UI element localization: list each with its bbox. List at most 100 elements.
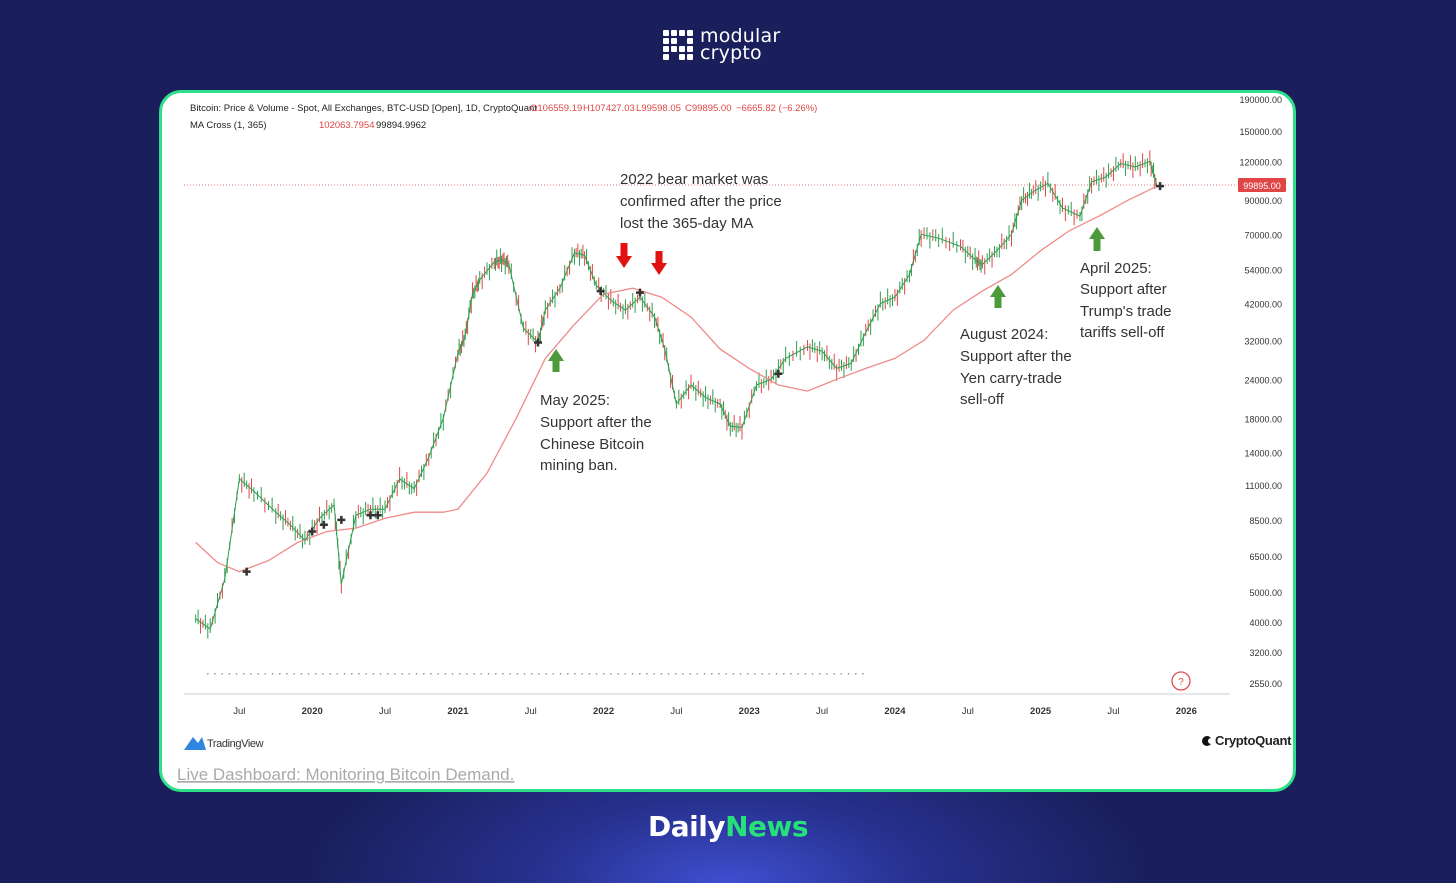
x-tick-label: Jul xyxy=(1107,706,1119,717)
modular-grid-logo-icon xyxy=(663,30,693,60)
ma-cross-marker xyxy=(635,288,644,297)
annotation-august-2024: August 2024: Support after the Yen carry… xyxy=(960,326,1072,408)
volume-dot xyxy=(775,673,778,675)
volume-dot xyxy=(646,673,648,675)
x-axis: Jul 2020 Jul 2021 Jul 2022 Jul 2023 Jul 2024 Jul 20… xyxy=(233,706,1197,717)
dashboard-link[interactable]: Live Dashboard: Monitoring Bitcoin Deman… xyxy=(177,765,514,784)
volume-dot xyxy=(293,673,295,675)
svg-text:Support after: Support after xyxy=(1080,281,1167,298)
volume-dot xyxy=(531,673,533,675)
x-tick-label: 2021 xyxy=(447,706,469,717)
volume-dot xyxy=(819,673,821,675)
volume-dot xyxy=(703,673,706,675)
volume-dot xyxy=(329,673,331,675)
tradingview-logo: TradingView xyxy=(184,737,264,750)
volume-dot xyxy=(754,673,756,675)
volume-dot xyxy=(451,673,454,675)
volume-dot xyxy=(351,673,353,675)
arrow-down-icon xyxy=(651,251,667,275)
volume-dot xyxy=(610,673,612,675)
ma-value-2: 99894.9962 xyxy=(376,120,426,131)
volume-dot xyxy=(567,673,569,675)
y-tick-label: 70000.00 xyxy=(1244,230,1282,240)
volume-dot xyxy=(473,673,475,675)
y-tick-label: 11000.00 xyxy=(1245,481,1282,491)
x-tick-label: Jul xyxy=(816,706,828,717)
volume-dot xyxy=(660,673,663,675)
y-tick-label: 150000.00 xyxy=(1239,127,1282,137)
svg-text:tariffs sell-off: tariffs sell-off xyxy=(1080,324,1165,341)
svg-text:August 2024:: August 2024: xyxy=(960,326,1048,343)
volume-dot xyxy=(459,673,461,675)
volume-dot xyxy=(430,673,432,675)
current-price-badge xyxy=(1238,178,1286,192)
volume-dot xyxy=(516,673,519,675)
volume-dot xyxy=(358,673,360,675)
y-tick-label: 3200.00 xyxy=(1249,648,1282,658)
volume-dot xyxy=(653,673,655,675)
ma-value-1: 102063.7954 xyxy=(319,120,374,131)
y-tick-label: 120000.00 xyxy=(1239,157,1282,167)
volume-dot xyxy=(250,673,252,675)
ma-cross-marker xyxy=(534,338,543,347)
volume-dot xyxy=(264,673,267,675)
ohlc-change: −6665.82 (−6.26%) xyxy=(736,103,817,114)
svg-text:Support after the: Support after the xyxy=(960,348,1072,365)
price-candles xyxy=(195,150,1157,639)
volume-dot xyxy=(826,673,828,675)
x-tick-label: 2020 xyxy=(302,706,323,717)
brand-logo: modular crypto xyxy=(663,27,780,63)
help-icon[interactable]: ? xyxy=(1171,671,1191,691)
arrow-down-icon xyxy=(616,243,632,268)
volume-dot xyxy=(718,673,720,675)
brand-line1: modular xyxy=(700,25,781,47)
volume-dot xyxy=(797,673,799,675)
volume-dot xyxy=(437,673,439,675)
volume-dot xyxy=(509,673,511,675)
ma-cross-marker xyxy=(774,369,783,378)
bitcoin-price-chart: Bitcoin: Price & Volume - Spot, All Exch… xyxy=(177,95,1292,784)
chart-card: Bitcoin: Price & Volume - Spot, All Exch… xyxy=(159,90,1296,792)
arrow-up-icon xyxy=(548,349,564,372)
y-tick-label: 54000.00 xyxy=(1244,265,1282,275)
volume-dot xyxy=(487,673,490,675)
volume-dot xyxy=(624,673,627,675)
ma-cross-marker xyxy=(308,527,317,536)
svg-text:Yen carry-trade: Yen carry-trade xyxy=(960,370,1062,387)
volume-dot xyxy=(228,673,231,675)
volume-dot xyxy=(343,673,346,675)
ma-cross-marker xyxy=(242,567,251,576)
x-tick-label: Jul xyxy=(233,706,245,717)
volume-dot xyxy=(631,673,634,675)
volume-dot xyxy=(300,673,303,675)
volume-dot xyxy=(811,673,814,675)
volume-dot xyxy=(855,673,857,675)
y-tick-label: 6500.00 xyxy=(1249,552,1282,562)
volume-dot xyxy=(379,673,382,675)
svg-text:TradingView: TradingView xyxy=(207,738,264,750)
volume-dot xyxy=(552,673,555,675)
volume-dot xyxy=(588,673,591,675)
volume-dot xyxy=(689,673,691,675)
ohlc-high: H107427.03 xyxy=(583,103,635,114)
y-tick-label: 190000.00 xyxy=(1239,95,1282,105)
x-tick-label: 2023 xyxy=(739,706,760,717)
x-tick-label: Jul xyxy=(525,706,537,717)
svg-text:confirmed after the price: confirmed after the price xyxy=(620,193,782,210)
svg-text:2022 bear market was: 2022 bear market was xyxy=(620,171,768,188)
volume-dot xyxy=(768,673,771,675)
volume-dot xyxy=(804,673,807,675)
volume-dot xyxy=(336,673,339,675)
daily-news-logo: DailyNews xyxy=(0,810,1456,843)
volume-dot xyxy=(415,673,418,675)
price-line xyxy=(195,160,1158,630)
volume-dot xyxy=(243,673,245,675)
volume-dot xyxy=(271,673,274,675)
volume-dot xyxy=(408,673,411,675)
volume-dot xyxy=(559,673,562,675)
annotation-may-2025: May 2025: Support after the Chinese Bitc… xyxy=(540,392,652,474)
volume-dot xyxy=(401,673,403,675)
volume-dot xyxy=(682,673,684,675)
cryptoquant-logo: CryptoQuant xyxy=(1202,733,1292,748)
arrow-up-icon xyxy=(990,285,1006,308)
